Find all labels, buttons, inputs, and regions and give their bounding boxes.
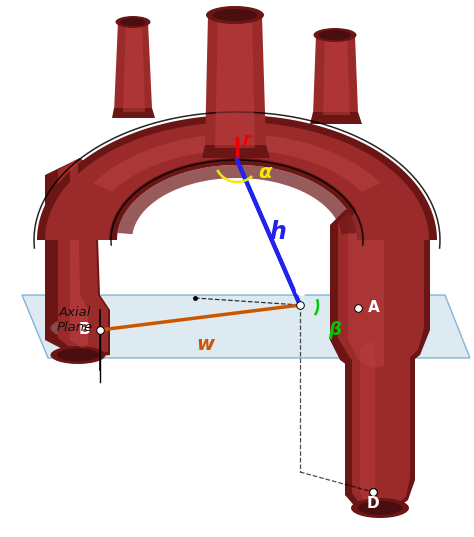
Text: w: w — [196, 336, 214, 354]
Text: A: A — [368, 301, 380, 316]
Polygon shape — [323, 35, 350, 115]
Text: B: B — [78, 323, 90, 337]
Polygon shape — [338, 207, 424, 372]
Polygon shape — [360, 342, 375, 510]
Ellipse shape — [120, 18, 146, 26]
Polygon shape — [93, 134, 381, 192]
Ellipse shape — [313, 28, 356, 42]
Ellipse shape — [319, 30, 351, 40]
Text: C: C — [294, 284, 306, 299]
Text: α: α — [258, 163, 272, 183]
Polygon shape — [58, 158, 108, 355]
Ellipse shape — [213, 9, 257, 21]
Polygon shape — [112, 108, 155, 118]
Polygon shape — [215, 15, 255, 148]
Polygon shape — [345, 345, 415, 515]
Polygon shape — [205, 15, 266, 148]
Ellipse shape — [57, 349, 99, 361]
Polygon shape — [330, 205, 430, 378]
Ellipse shape — [345, 311, 415, 335]
Ellipse shape — [358, 501, 402, 515]
Polygon shape — [118, 165, 356, 234]
Ellipse shape — [51, 346, 106, 364]
Polygon shape — [37, 115, 437, 240]
Polygon shape — [114, 22, 152, 112]
Polygon shape — [123, 22, 145, 112]
Ellipse shape — [51, 318, 106, 338]
Ellipse shape — [206, 6, 264, 24]
Polygon shape — [202, 145, 270, 158]
Ellipse shape — [116, 16, 151, 28]
Text: h: h — [270, 220, 286, 244]
Polygon shape — [22, 295, 470, 358]
Text: D: D — [367, 497, 379, 512]
Polygon shape — [352, 343, 410, 512]
Polygon shape — [310, 112, 362, 124]
Ellipse shape — [351, 498, 409, 518]
Polygon shape — [70, 160, 88, 348]
Polygon shape — [45, 158, 110, 358]
Polygon shape — [45, 122, 429, 240]
Text: Axial
Plane: Axial Plane — [57, 306, 93, 334]
Polygon shape — [313, 35, 358, 115]
Text: β: β — [328, 321, 341, 339]
Text: r: r — [243, 131, 251, 149]
Polygon shape — [348, 207, 384, 368]
